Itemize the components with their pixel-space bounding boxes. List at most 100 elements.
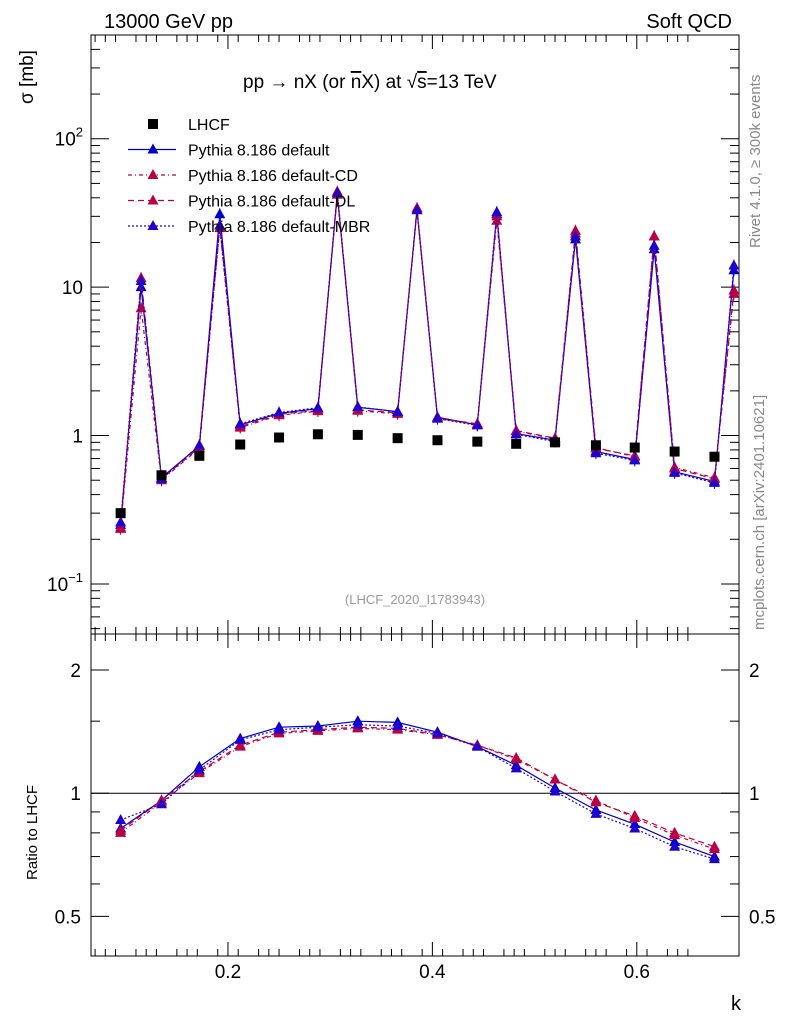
main-series-point-3	[629, 454, 641, 465]
ratio-series-line-1	[120, 727, 715, 850]
ratio-series-point-3	[234, 733, 246, 744]
ratio-series-line-3	[120, 724, 715, 860]
ratio-series-point-3	[273, 723, 285, 734]
ratio-series-point-2	[115, 824, 127, 835]
ratio-ylabel: Ratio to LHCF	[24, 785, 41, 880]
header-right-label: Soft QCD	[646, 11, 732, 33]
legend-marker-0	[147, 143, 159, 154]
title-tail: =13 TeV	[427, 72, 497, 93]
main-ytick-label: 102	[55, 125, 83, 151]
lhcf-data-point	[550, 437, 561, 448]
legend-label-1: Pythia 8.186 default-CD	[188, 168, 358, 185]
ratio-series-point-2	[669, 826, 681, 837]
ratio-ytick-label-right: 0.5	[749, 907, 775, 928]
main-series-point-3	[648, 239, 660, 250]
ratio-series-point-3	[392, 719, 404, 730]
ratio-series-point-3	[431, 727, 443, 738]
ratio-series-point-2	[549, 773, 561, 784]
lhcf-data-point	[312, 429, 323, 440]
chart-title: pp → nX (or nX) at √s=13 TeV	[243, 72, 497, 93]
ratio-xtick-label: 0.4	[419, 962, 446, 983]
ratio-ytick-label-right: 1	[749, 784, 760, 805]
main-series-line-1	[120, 191, 735, 528]
main-series-point-3	[352, 400, 364, 411]
ratio-series-point-3	[669, 840, 681, 851]
main-ytick-label: 10	[62, 278, 83, 299]
main-series-point-3	[234, 417, 246, 428]
main-series-line-3	[120, 193, 735, 523]
main-series-point-3	[193, 439, 205, 450]
ratio-series-point-2	[708, 840, 720, 851]
rivet-label: Rivet 4.1.0, ≥ 300k events	[747, 75, 764, 248]
ratio-series-point-3	[510, 762, 522, 773]
legend-label-3: Pythia 8.186 default-MBR	[188, 219, 370, 236]
analysis-id: (LHCF_2020_I1783943)	[345, 592, 485, 607]
main-ytick-label: 1	[72, 427, 83, 448]
lhcf-data-point	[156, 470, 167, 481]
ratio-series-line-0	[120, 720, 715, 858]
main-series-point-3	[411, 204, 423, 215]
legend-marker-2	[147, 194, 159, 205]
main-series-point-3	[273, 406, 285, 417]
legend-marker-3	[147, 220, 159, 230]
lhcf-data-point	[235, 439, 246, 450]
legend-marker-data	[148, 119, 158, 129]
main-series-point-3	[569, 230, 581, 241]
ratio-ytick-label-left: 1	[70, 784, 81, 805]
legend-label-0: Pythia 8.186 default	[188, 143, 330, 160]
title-post-bar: X) at	[361, 72, 406, 93]
main-series-point-3	[491, 206, 503, 217]
ratio-series-point-3	[352, 718, 364, 729]
ratio-series-point-3	[193, 763, 205, 774]
x-axis-label: k	[731, 993, 742, 1015]
ratio-series-point-3	[312, 721, 324, 732]
lhcf-data-point	[472, 436, 483, 447]
ratio-series-point-3	[708, 853, 720, 864]
lhcf-data-point	[115, 508, 126, 519]
ratio-series-point-3	[590, 807, 602, 818]
main-series-point-3	[510, 428, 522, 439]
lhcf-data-point	[709, 451, 720, 462]
title-arrow: →	[269, 72, 288, 93]
lhcf-data-point	[274, 432, 285, 443]
ratio-series-point-3	[471, 740, 483, 751]
legend-label-2: Pythia 8.186 default-DL	[188, 194, 355, 211]
title-nbar: n	[351, 72, 362, 93]
main-series-line-2	[120, 194, 735, 529]
ratio-ytick-label-left: 0.5	[55, 907, 81, 928]
main-series-point-3	[669, 466, 681, 477]
legend-marker-1	[147, 169, 159, 179]
lhcf-data-point	[432, 435, 443, 446]
main-ytick-label: 10−1	[47, 570, 83, 596]
lhcf-data-point	[392, 433, 403, 444]
main-series-point-3	[312, 401, 324, 412]
main-series-point-2	[648, 230, 660, 241]
main-series-point-3	[471, 419, 483, 430]
ratio-ytick-label-left: 2	[70, 661, 81, 682]
main-series-point-0	[214, 208, 226, 219]
mcplots-label: mcplots.cern.ch [arXiv:2401.10621]	[751, 395, 768, 630]
ratio-series-point-2	[629, 809, 641, 820]
lhcf-data-point	[511, 438, 522, 449]
ratio-ytick-label-right: 2	[749, 661, 760, 682]
ratio-series-point-3	[115, 814, 127, 825]
ratio-series-point-3	[629, 822, 641, 833]
main-series-point-2	[728, 284, 740, 295]
ratio-xtick-label: 0.2	[215, 962, 241, 983]
ratio-series-point-2	[234, 739, 246, 750]
ratio-series-point-2	[590, 796, 602, 807]
lhcf-data-point	[629, 442, 640, 453]
title-pre: pp	[243, 72, 269, 93]
main-series-point-3	[431, 412, 443, 423]
main-series-point-3	[590, 447, 602, 458]
ratio-series-line-2	[120, 726, 715, 848]
ratio-series-point-2	[510, 751, 522, 762]
main-ylabel: σ [mb]	[17, 50, 38, 104]
ratio-series-point-3	[549, 785, 561, 796]
main-series-line-0	[120, 194, 735, 525]
lhcf-data-point	[590, 440, 601, 451]
title-s: s	[417, 72, 427, 93]
main-series-point-3	[728, 259, 740, 270]
ratio-xtick-label: 0.6	[624, 962, 650, 983]
